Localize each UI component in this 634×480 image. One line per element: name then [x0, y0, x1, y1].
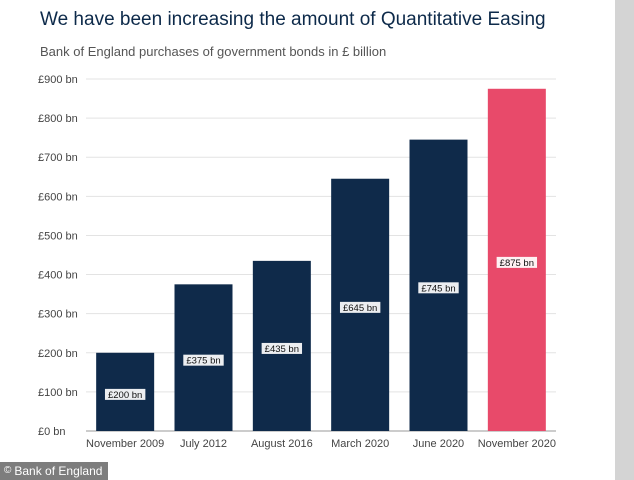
bar-value-label: £745 bn: [421, 283, 455, 294]
chart-card: We have been increasing the amount of Qu…: [0, 0, 615, 480]
image-credit: © Bank of England: [0, 462, 109, 480]
y-tick-label: £600 bn: [38, 191, 78, 203]
x-tick-label: November 2020: [478, 438, 556, 450]
bar-value-label-bg: [104, 388, 146, 400]
bar-value-label: £875 bn: [500, 258, 534, 269]
bar-value-label: £435 bn: [265, 344, 299, 355]
bar-value-label-bg: [261, 342, 303, 354]
bar-chart: £0 bn £100 bn £200 bn £300 bn £400 bn £500 bn…: [38, 74, 556, 450]
bar-value-label-bg: [496, 256, 538, 268]
y-tick-label: £800 bn: [38, 113, 78, 125]
bar-value-label: £645 bn: [343, 303, 377, 314]
y-tick-label: £900 bn: [38, 74, 78, 86]
y-tick-label: £300 bn: [38, 309, 78, 321]
credit-text: Bank of England: [14, 464, 103, 478]
bar-value-label: £200 bn: [108, 390, 142, 401]
x-tick-label: August 2016: [251, 438, 313, 450]
x-tick-label: July 2012: [180, 438, 227, 450]
x-tick-label: November 2009: [86, 438, 164, 450]
y-tick-label: £700 bn: [38, 152, 78, 164]
copyright-icon: ©: [4, 465, 12, 476]
y-tick-label: £400 bn: [38, 270, 78, 282]
y-tick-label: £500 bn: [38, 230, 78, 242]
y-tick-label: £0 bn: [38, 426, 66, 438]
y-tick-label: £100 bn: [38, 387, 78, 399]
bar-value-label: £375 bn: [186, 356, 220, 367]
bar-value-label-bg: [339, 301, 381, 313]
x-tick-label: June 2020: [413, 438, 464, 450]
chart-title: We have been increasing the amount of Qu…: [40, 9, 546, 30]
bar-value-label-bg: [418, 282, 459, 294]
chart-subtitle: Bank of England purchases of government …: [40, 44, 387, 59]
y-tick-label: £200 bn: [38, 348, 78, 360]
page-edge: [615, 0, 634, 480]
x-tick-label: March 2020: [331, 438, 389, 450]
bar-value-label-bg: [183, 354, 224, 366]
